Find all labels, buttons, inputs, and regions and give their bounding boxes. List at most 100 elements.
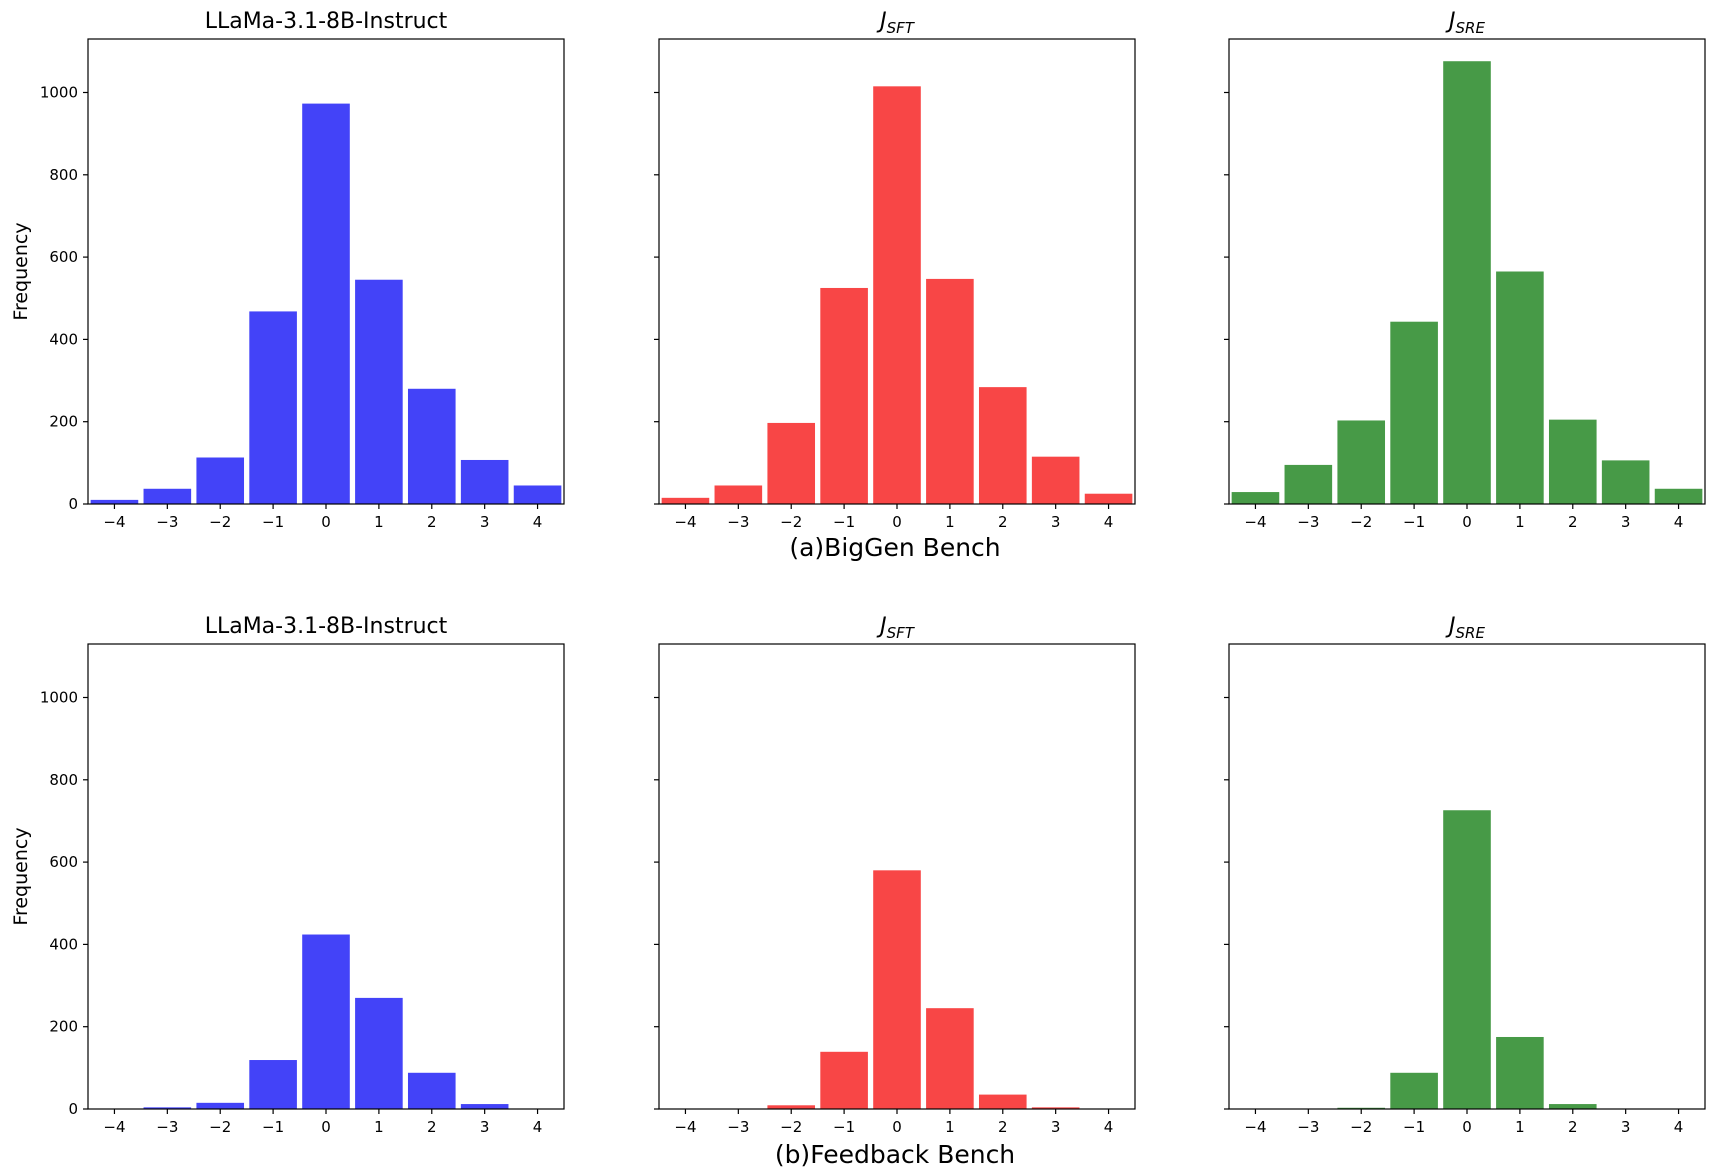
- x-tick-label: −4: [674, 513, 696, 531]
- x-tick-label: −1: [262, 1118, 284, 1136]
- x-tick-label: −3: [727, 1118, 749, 1136]
- bar-0: [1443, 61, 1491, 504]
- x-tick-label: 2: [1568, 1118, 1578, 1136]
- x-tick-label: 3: [1621, 513, 1631, 531]
- bar-1: [1496, 1036, 1544, 1109]
- bar-1: [926, 278, 974, 504]
- bar-neg2: [767, 1105, 816, 1109]
- x-tick-label: −2: [780, 1118, 802, 1136]
- x-tick-label: 2: [427, 1118, 437, 1136]
- y-tick-label: 600: [49, 853, 78, 871]
- bar-0: [302, 103, 350, 504]
- panel-title: LLaMa-3.1-8B-Instruct: [205, 9, 448, 34]
- x-tick-label: 2: [998, 1118, 1008, 1136]
- y-tick-label: 800: [49, 166, 78, 184]
- bar-3: [1031, 456, 1080, 504]
- x-tick-label: 3: [1051, 513, 1061, 531]
- x-tick-label: 2: [998, 513, 1008, 531]
- x-tick-label: 4: [533, 513, 543, 531]
- bar-neg3: [143, 488, 192, 504]
- x-tick-label: 2: [1568, 513, 1578, 531]
- x-tick-label: 1: [945, 1118, 955, 1136]
- y-tick-label: 800: [49, 771, 78, 789]
- x-tick-label: −1: [833, 513, 855, 531]
- x-tick-label: −1: [1403, 1118, 1425, 1136]
- bar-2: [407, 1072, 456, 1109]
- panel-title: LLaMa-3.1-8B-Instruct: [205, 614, 448, 639]
- bar-3: [460, 459, 509, 504]
- x-tick-label: 1: [945, 513, 955, 531]
- bar-neg4: [1231, 492, 1280, 504]
- x-tick-label: −3: [1297, 1118, 1319, 1136]
- y-tick-label: 400: [49, 935, 78, 953]
- bar-neg4: [90, 499, 139, 504]
- chart-panel-2: −4 −3 −2 −1 0 1 2 3 4 JSFT: [654, 9, 1136, 531]
- bar-neg3: [714, 485, 763, 504]
- x-tick-label: 3: [480, 513, 490, 531]
- bar-0: [302, 934, 350, 1109]
- x-tick-label: 4: [1104, 1118, 1114, 1136]
- x-tick-label: 1: [1515, 1118, 1525, 1136]
- chart-panel-6: −4 −3 −2 −1 0 1 2 3 4 JSRE: [1224, 614, 1706, 1136]
- panel-title: JSFT: [876, 9, 916, 37]
- x-tick-label: 0: [892, 1118, 902, 1136]
- x-tick-label: −2: [1350, 513, 1372, 531]
- row-caption-a: (a)BigGen Bench: [789, 533, 1000, 562]
- x-tick-label: 0: [321, 513, 331, 531]
- x-tick-label: 3: [1621, 1118, 1631, 1136]
- x-tick-label: 3: [480, 1118, 490, 1136]
- bar-2: [1548, 419, 1597, 504]
- x-tick-label: 2: [427, 513, 437, 531]
- x-tick-label: 3: [1051, 1118, 1061, 1136]
- bar-3: [460, 1104, 509, 1109]
- bar-neg4: [661, 497, 710, 504]
- bar-2: [1548, 1104, 1597, 1109]
- panels: −4 −3 −2 −1 0 1 2 3 402004006008001000FrequencyL…: [10, 9, 1706, 1136]
- x-tick-label: −3: [156, 1118, 178, 1136]
- bar-3: [1601, 460, 1650, 504]
- y-axis-label: Frequency: [10, 222, 32, 320]
- x-tick-label: 4: [1674, 513, 1684, 531]
- bar-neg2: [196, 457, 245, 504]
- bar-neg1: [1390, 321, 1438, 504]
- x-tick-label: −4: [103, 1118, 125, 1136]
- x-tick-label: 1: [374, 1118, 384, 1136]
- x-tick-label: 4: [1674, 1118, 1684, 1136]
- y-tick-label: 0: [68, 495, 78, 513]
- y-tick-label: 400: [49, 330, 78, 348]
- x-tick-label: −2: [780, 513, 802, 531]
- bar-0: [1443, 810, 1491, 1109]
- x-tick-label: −3: [156, 513, 178, 531]
- y-axis-label: Frequency: [10, 827, 32, 925]
- bar-1: [926, 1008, 974, 1109]
- x-tick-label: −3: [727, 513, 749, 531]
- x-tick-label: −4: [1244, 513, 1266, 531]
- x-tick-label: −1: [1403, 513, 1425, 531]
- x-tick-label: 0: [321, 1118, 331, 1136]
- bar-neg1: [820, 1051, 868, 1109]
- bar-neg3: [143, 1107, 192, 1109]
- x-tick-label: −1: [833, 1118, 855, 1136]
- x-tick-label: −2: [1350, 1118, 1372, 1136]
- bar-neg1: [1390, 1072, 1438, 1109]
- x-tick-label: 1: [374, 513, 384, 531]
- bar-2: [978, 1094, 1027, 1109]
- x-tick-label: 4: [533, 1118, 543, 1136]
- bar-neg2: [1337, 1107, 1386, 1109]
- bar-neg2: [767, 422, 816, 504]
- bar-2: [407, 388, 456, 504]
- y-tick-label: 200: [49, 413, 78, 431]
- y-tick-label: 1000: [40, 688, 78, 706]
- x-tick-label: −3: [1297, 513, 1319, 531]
- x-tick-label: −2: [209, 513, 231, 531]
- bar-1: [355, 997, 403, 1109]
- x-tick-label: −4: [1244, 1118, 1266, 1136]
- bar-neg1: [820, 287, 868, 504]
- bar-1: [1496, 271, 1544, 504]
- bar-3: [1031, 1107, 1080, 1109]
- x-tick-label: 1: [1515, 513, 1525, 531]
- x-tick-label: −2: [209, 1118, 231, 1136]
- x-tick-label: 0: [1462, 1118, 1472, 1136]
- bar-neg2: [196, 1102, 245, 1109]
- bar-4: [1084, 493, 1133, 504]
